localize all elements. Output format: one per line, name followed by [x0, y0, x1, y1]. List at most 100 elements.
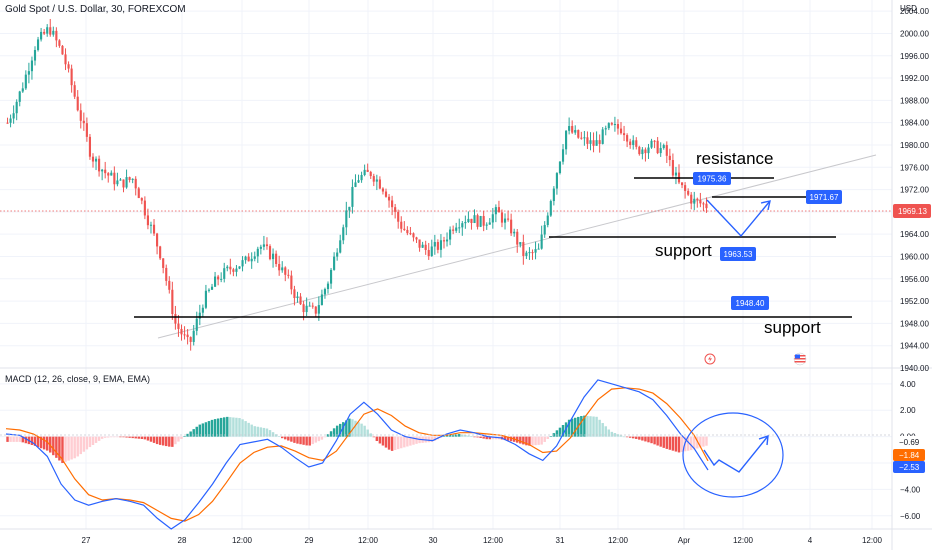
support-label: support	[655, 241, 712, 260]
candle-body	[357, 180, 360, 183]
macd-tick-label: 2.00	[900, 406, 916, 415]
macd-histogram-bar	[372, 436, 376, 438]
candle-body	[116, 180, 119, 185]
macd-projection-path[interactable]	[703, 435, 769, 473]
svg-text:−2.53: −2.53	[899, 463, 920, 472]
macd-histogram-bar	[454, 434, 458, 437]
macd-histogram-bar	[125, 436, 128, 438]
macd-histogram-bar	[680, 436, 684, 452]
candle-body	[284, 267, 287, 275]
candle-body	[165, 267, 168, 281]
candle-body	[156, 233, 159, 247]
candle-body	[329, 269, 333, 284]
candle-body	[125, 177, 128, 188]
macd-histogram-bar	[705, 436, 708, 446]
macd-histogram-bar	[580, 416, 583, 437]
candle-body	[241, 260, 244, 267]
macd-histogram-bar	[143, 436, 147, 440]
macd-histogram-bar	[381, 436, 385, 446]
candle-body	[674, 172, 678, 176]
macd-histogram-bar	[689, 436, 693, 451]
macd-histogram-bar	[589, 416, 592, 437]
macd-histogram-bar	[363, 425, 366, 437]
candle-body	[238, 266, 241, 269]
macd-histogram-bar	[100, 436, 104, 439]
candle-body	[6, 122, 9, 124]
macd-histogram-bar	[119, 436, 122, 438]
candle-body	[195, 318, 198, 331]
macd-histogram-bar	[506, 436, 510, 441]
candle-body	[49, 27, 52, 35]
macd-projection-arrowhead	[758, 434, 769, 446]
us-flag-icon[interactable]	[793, 352, 807, 366]
candle-body	[589, 140, 592, 144]
macd-histogram-bar	[137, 436, 140, 439]
macd-histogram-bar	[30, 436, 34, 445]
macd-histogram-bar	[6, 436, 9, 442]
macd-histogram-bar	[165, 436, 168, 447]
macd-histogram-bar	[317, 436, 321, 442]
projection-path[interactable]	[706, 199, 771, 238]
macd-histogram-bar	[464, 435, 467, 437]
candle-body	[73, 85, 76, 97]
target-level-tag: 1971.67	[806, 190, 842, 204]
macd-histogram-bar	[677, 436, 681, 453]
macd-highlight-ellipse[interactable]	[682, 412, 784, 498]
candle-body	[387, 196, 391, 201]
macd-histogram-bar	[570, 418, 574, 437]
candle-body	[552, 188, 555, 202]
candle-body	[162, 258, 165, 268]
macd-histogram-bar	[430, 436, 433, 442]
macd-histogram-bar	[653, 436, 656, 445]
macd-histogram-bar	[546, 436, 549, 440]
candle-body	[101, 169, 104, 172]
candle-body	[366, 169, 369, 172]
macd-histogram-bar	[128, 436, 131, 438]
macd-histogram-bar	[94, 436, 98, 443]
candle-body	[174, 314, 177, 324]
macd-signal-tag: −1.84	[893, 449, 925, 461]
candle-body	[55, 30, 58, 41]
svg-text:1971.67: 1971.67	[810, 193, 839, 202]
macd-histogram-bar	[360, 423, 363, 437]
macd-histogram-bar	[696, 436, 699, 449]
price-tick-label: 1940.00	[900, 364, 929, 373]
candle-body	[641, 149, 644, 155]
macd-histogram-bar	[610, 431, 614, 437]
macd-histogram-bar	[659, 436, 662, 447]
candle-body	[696, 198, 699, 201]
candle-body	[635, 140, 638, 147]
macd-histogram-bar	[335, 425, 339, 437]
macd-histogram-bar	[332, 428, 336, 437]
candle-body	[436, 242, 439, 250]
macd-histogram-bar	[207, 421, 211, 437]
time-tick-label: 4	[808, 536, 813, 545]
candle-body	[159, 246, 162, 259]
time-axis[interactable]: 27 28 12:00 29 12:00 30 12:00 31 12:00 Apr 12:00 4 1…	[82, 536, 883, 545]
macd-histogram-bar	[415, 436, 418, 444]
candle-body	[421, 244, 424, 248]
candle-body	[619, 128, 623, 134]
candle-body	[558, 161, 562, 174]
macd-histogram-bar	[39, 436, 43, 449]
lightning-icon[interactable]	[704, 353, 716, 365]
macd-histogram-bar	[253, 426, 256, 437]
macd-histogram-bar	[24, 436, 28, 444]
candle-body	[604, 128, 607, 130]
time-tick-label: 28	[178, 536, 187, 545]
candle-body	[268, 246, 272, 260]
macd-histogram-bar	[61, 436, 64, 463]
candle-body	[452, 229, 455, 231]
macd-histogram-bar	[183, 436, 186, 437]
macd-histogram-bar	[64, 436, 67, 462]
candle-body	[415, 237, 418, 240]
macd-histogram-bar	[409, 436, 412, 446]
candle-body	[656, 140, 659, 154]
macd-histogram-bar	[525, 436, 528, 446]
macd-histogram-bar	[427, 436, 430, 443]
candle-body	[647, 147, 650, 154]
candle-body	[82, 120, 85, 124]
macd-histogram-bar	[299, 436, 302, 445]
macd-histogram-bar	[70, 436, 73, 460]
